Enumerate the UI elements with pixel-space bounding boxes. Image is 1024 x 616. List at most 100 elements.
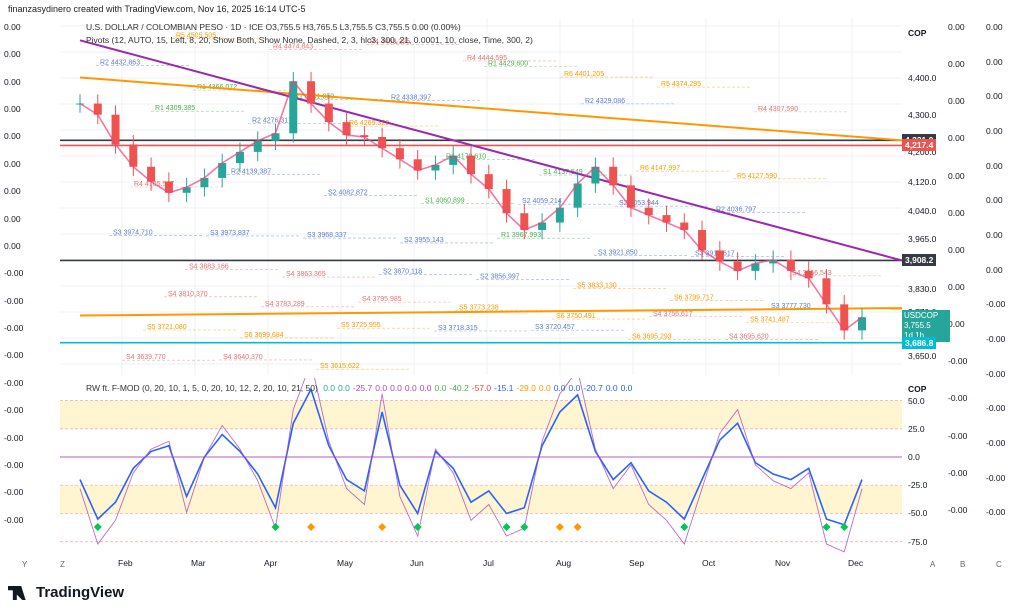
candle-body [609,166,618,186]
pivot-level-label: R4 4489.295 [370,38,410,45]
left-value-label: 0.00 [4,131,21,142]
header-credit: finanzasydinero created with TradingView… [8,4,306,14]
oscillator-title: RW ft. F-MOD (0, 20, 10, 1, 5, 0, 20, 10… [86,383,318,393]
oscillator-value: 0.0 [605,383,618,393]
oscillator-tick-label: 0.0 [908,452,920,463]
pivot-level-label: S2 4082.872 [328,189,368,196]
pivot-level-label: R5 4374.295 [661,81,701,88]
time-axis[interactable]: Feb Mar Apr May Jun Jul Aug Sep Oct Nov Dec [60,556,902,572]
purple-trend-line [79,39,902,262]
pivot-level-label: R6 4147.997 [640,165,680,172]
oscillator-value: 0.0 [404,383,417,393]
candle-body [822,278,831,305]
pivot-level-label: S3 3974.710 [113,230,153,237]
corner-y-label[interactable]: Y [22,560,28,569]
signal-diamond [413,523,422,532]
candle-body [644,207,653,216]
price-tag: 3,686.8 [902,336,937,349]
pivot-level-label: R4 4444.595 [467,55,507,62]
pivot-level-label: S3 3968.337 [307,232,347,239]
oscillator-value: -25.7 [352,383,373,393]
time-axis-label: Sep [629,558,645,568]
footer-brand: TradingView [8,584,124,601]
header-bar: finanzasydinero created with TradingView… [0,0,1024,18]
candle-body [804,270,813,279]
left-value-label: 0.00 [4,158,21,169]
pivot-level-label: S4 3863.365 [286,271,326,278]
oscillator-value: -20.7 [583,383,603,393]
right-value-label: -0.00 [948,504,968,515]
oscillator-secondary-line [79,378,863,553]
right-value-label: 0.00 [948,133,965,144]
corner-z-label[interactable]: Z [60,560,65,569]
oscillator-value: 0.0 [568,383,581,393]
oscillator-legend[interactable]: RW ft. F-MOD (0, 20, 10, 1, 5, 0, 20, 10… [86,383,638,393]
right-value-label: -0.00 [986,507,1006,518]
price-tag: 3,908.2 [902,254,937,267]
time-axis-label: Dec [848,558,864,568]
right-value-label: 0.00 [948,22,965,32]
chart-legend-title[interactable]: U.S. DOLLAR / COLOMBIAN PESO · 1D · ICE … [86,22,461,32]
candle-body [662,215,671,223]
zigzag-line [79,79,863,332]
price-tag: 4,217.4 [902,139,937,152]
signal-diamond [573,523,582,532]
price-tick-label: 3,965.0 [908,234,937,245]
corner-c-label[interactable]: C [996,560,1002,569]
candle-body [395,148,404,160]
oscillator-tick-label: -75.0 [908,536,928,547]
right-value-label: -0.00 [948,430,968,441]
oscillator-value: 0.0 [419,383,432,393]
candle-body [129,144,138,167]
pivot-level-label: S5 3773.238 [459,305,499,312]
oscillator-value: 0.0 [323,383,336,393]
price-tick-label: 3,830.0 [908,284,937,295]
candle-body [271,133,280,141]
right-value-label: -0.00 [986,438,1006,448]
oscillator-value: 0.0 [375,383,388,393]
pivot-level-label: S3 3918.617 [695,251,735,258]
time-axis-label: Jul [483,558,494,568]
candle-body [751,263,760,271]
candle-body [680,222,689,230]
right-value-label: 0.00 [986,195,1003,206]
right-value-label: 0.00 [948,59,965,70]
pivots-indicator-legend[interactable]: Pivots (12, AUTO, 15, Left, 8, 20, Show … [86,35,533,45]
pivot-level-label: S4 3783.289 [265,301,305,308]
time-axis-label: Jun [410,558,424,568]
oscillator-value: -29.0 [516,383,536,393]
corner-b-label[interactable]: B [960,560,966,569]
orange-lower-line [79,307,902,317]
corner-a-label[interactable]: A [930,560,936,569]
candle-body [431,164,440,171]
left-value-column: 0.00 0.00 0.00 0.00 0.00 0.00 0.00 0.00 0.00 -0.0… [4,18,40,553]
left-value-label: 0.00 [4,104,21,115]
pivot-level-label: S3 3720.457 [535,324,575,331]
pivot-level-label: S4 3640.370 [223,354,263,361]
pivot-level-label: R2 4338.397 [391,94,431,101]
time-axis-label: Feb [118,558,133,568]
price-tick-label: 4,400.0 [908,72,937,83]
price-axis-currency: COP [908,28,927,38]
candle-body [467,155,475,175]
right-value-label: -0.00 [986,299,1006,310]
right-value-label: 0.00 [986,160,1003,171]
time-axis-label: Mar [191,558,206,568]
pivot-level-label: S3 3777.730 [771,303,811,310]
oscillator-axis[interactable]: COP 50.0 25.0 0.0 -25.0 -50.0 -75.0 [902,378,950,553]
last-price-label: USDCOP 3,755.5 1d 1h [902,310,950,342]
right-value-label: -0.00 [986,403,1006,414]
left-value-label: 0.00 [4,22,21,32]
right-value-label: 0.00 [948,207,965,218]
pivot-level-label: S4 3795.985 [362,296,402,303]
pivot-level-label: R2 4276.317 [252,117,292,124]
overbought-band [60,400,902,429]
right-value-label: 0.00 [986,56,1003,67]
price-tick-label: 4,200.0 [908,146,937,157]
oscillator-chart[interactable] [60,378,902,553]
pivot-level-label: R6 4269.320 [349,120,389,127]
candle-body [182,187,191,193]
left-value-label: -0.00 [4,432,24,443]
candle-body [218,163,227,178]
